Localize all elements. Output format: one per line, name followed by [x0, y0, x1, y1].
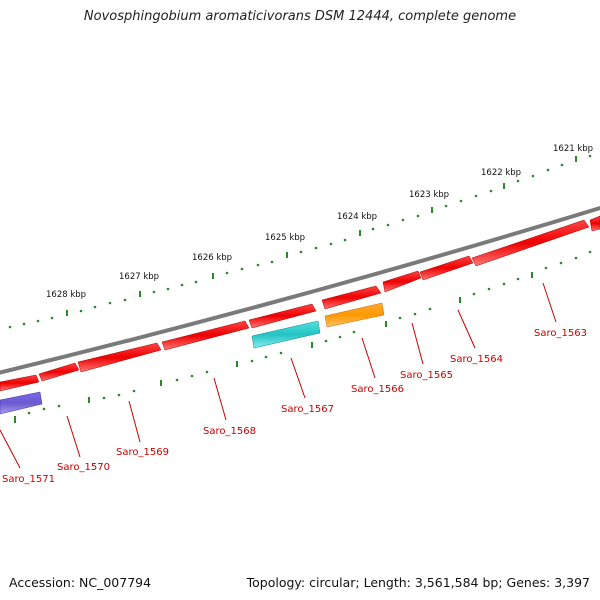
gene-arrow [77, 342, 162, 373]
kbp-label: 1628 kbp [46, 290, 86, 300]
gene-arrow-cyan [251, 320, 321, 349]
outer-ruler [8, 154, 592, 329]
kbp-label: 1627 kbp [119, 272, 159, 282]
gene-arrow [38, 362, 80, 382]
map-title: Novosphingobium aromaticivorans DSM 1244… [83, 9, 517, 24]
gene-label: Saro_1565 [400, 370, 453, 381]
gene-arrow [321, 285, 382, 310]
gene-label: Saro_1568 [203, 426, 256, 437]
gene-label: Saro_1571 [2, 474, 55, 485]
summary-text: Topology: circular; Length: 3,561,584 bp… [246, 575, 590, 590]
gene-arrows [0, 215, 600, 392]
gene-labels: Saro_1563 Saro_1564 Saro_1565 Saro_1566 … [2, 328, 587, 485]
label-leaders [0, 282, 557, 469]
accession-text: Accession: NC_007794 [9, 575, 152, 590]
gene-arrow [589, 215, 600, 232]
gene-arrow [248, 303, 317, 329]
kbp-label: 1625 kbp [265, 233, 305, 243]
gene-label: Saro_1569 [116, 447, 169, 458]
kbp-label: 1622 kbp [481, 168, 521, 178]
kbp-label: 1621 kbp [553, 144, 593, 154]
gene-arrow-purple [0, 391, 43, 415]
kbp-label: 1624 kbp [337, 212, 377, 222]
gene-arrow [419, 255, 474, 281]
gene-label: Saro_1566 [351, 384, 404, 395]
kbp-labels: 1621 kbp 1622 kbp 1623 kbp 1624 kbp 1625… [46, 144, 593, 300]
gene-arrow [382, 270, 422, 293]
kbp-label: 1623 kbp [409, 190, 449, 200]
gene-label: Saro_1570 [57, 462, 110, 473]
gene-arrow [0, 374, 40, 392]
kbp-label: 1626 kbp [192, 253, 232, 263]
gene-arrow-orange [324, 302, 385, 328]
gene-label: Saro_1567 [281, 404, 334, 415]
genome-backbone [0, 205, 600, 375]
gene-label: Saro_1563 [534, 328, 587, 339]
gene-label: Saro_1564 [450, 354, 503, 365]
gene-arrow [161, 320, 250, 351]
inner-ruler [14, 250, 592, 423]
gene-arrow [471, 219, 590, 267]
